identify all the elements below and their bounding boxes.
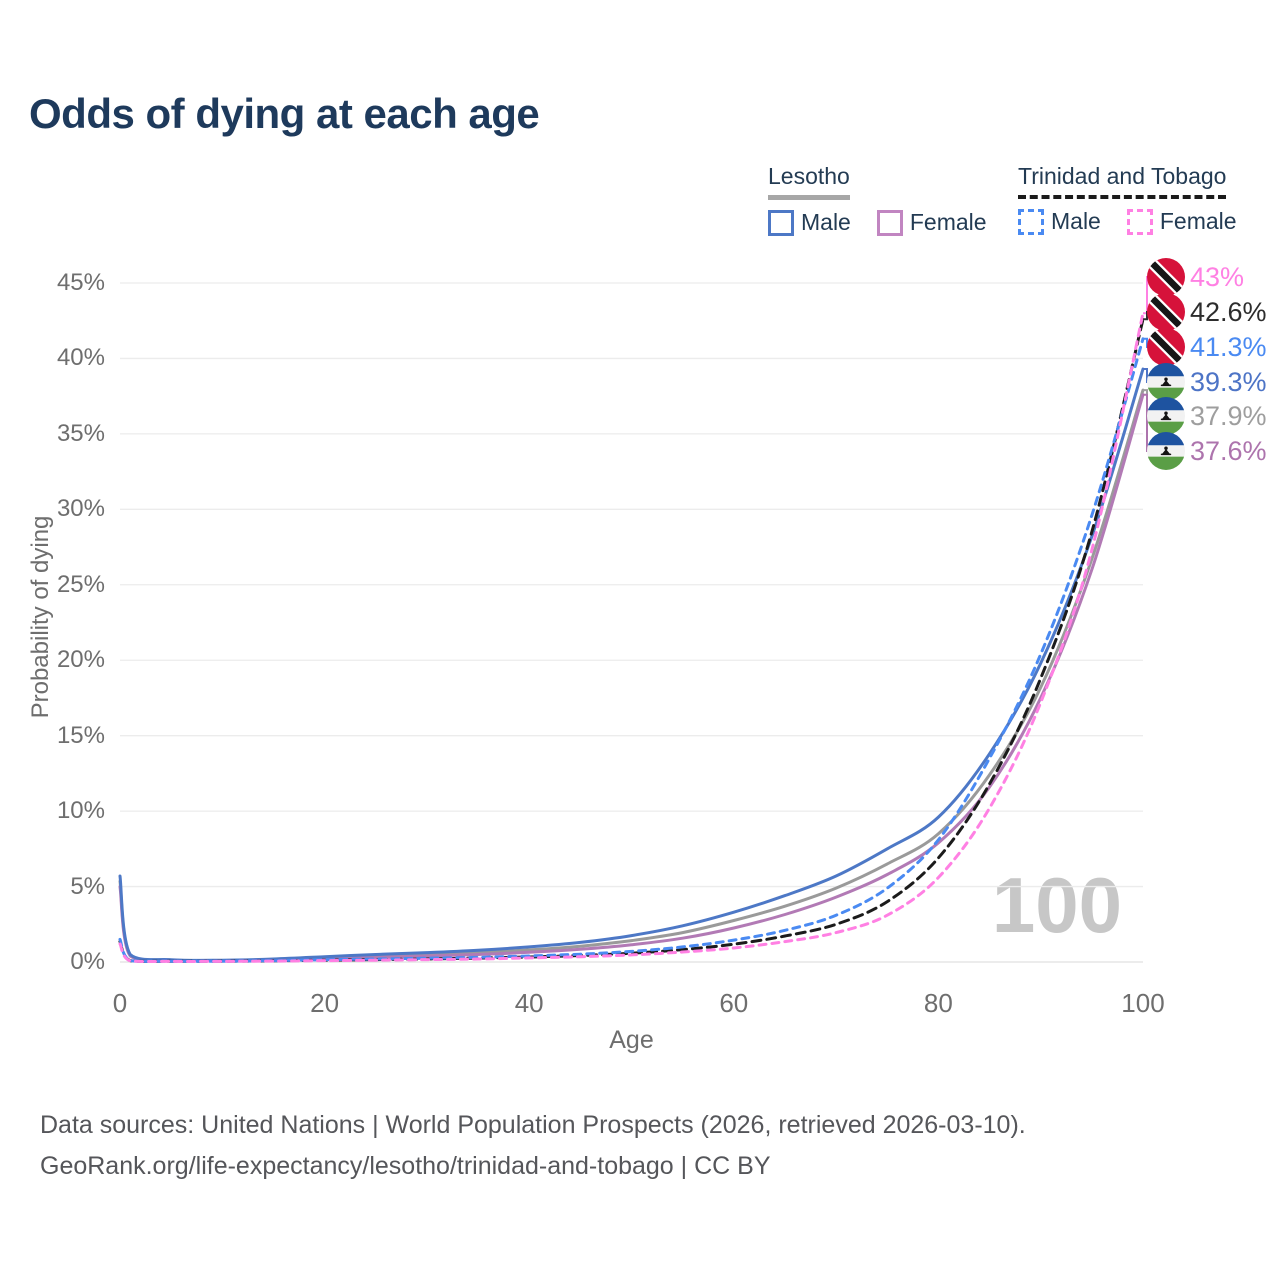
- y-tick-label: 30%: [56, 495, 105, 523]
- y-tick-label: 25%: [56, 570, 105, 598]
- x-tick-label: 40: [514, 988, 544, 1018]
- end-label-row: 41.3%: [1147, 328, 1267, 366]
- end-label-value: 37.6%: [1190, 435, 1267, 466]
- trinidad-female-swatch-icon: [1126, 208, 1153, 235]
- end-label-value: 37.9%: [1190, 400, 1267, 431]
- lesotho-flag-icon: [1147, 397, 1185, 435]
- footer-line-link: GeoRank.org/life-expectancy/lesotho/trin…: [40, 1152, 771, 1180]
- footer-line-sources: Data sources: United Nations | World Pop…: [40, 1111, 1026, 1139]
- trinidad-male-swatch-icon: [1018, 208, 1044, 235]
- line-lesotho-average: [118, 388, 1145, 963]
- y-tick-label: 35%: [56, 419, 105, 447]
- y-tick-label: 20%: [56, 646, 105, 674]
- y-tick-label: 40%: [56, 344, 105, 372]
- end-label-value: 41.3%: [1190, 331, 1267, 362]
- legend-group-lesotho: Lesotho Male Female: [768, 163, 987, 236]
- lesotho-female-swatch-icon: [876, 209, 903, 236]
- y-tick-label: 0%: [70, 948, 105, 975]
- legend-group-title: Lesotho: [768, 163, 850, 200]
- y-tick-label: 10%: [56, 797, 105, 825]
- x-tick-label: 60: [719, 988, 749, 1018]
- legend-item-trinidad-female: Female: [1126, 208, 1237, 235]
- legend-item-lesotho-female: Female: [876, 209, 987, 236]
- x-axis-title: Age: [609, 1026, 654, 1054]
- x-tick-label: 0: [112, 988, 128, 1018]
- line-lesotho-male: [118, 367, 1145, 962]
- legend-item-lesotho-male: Male: [768, 209, 851, 236]
- y-tick-label: 45%: [56, 269, 105, 296]
- end-label-row: 37.6%: [1147, 432, 1267, 470]
- end-label-value: 43%: [1190, 261, 1245, 292]
- line-trinidad-and-tobago-female: [118, 311, 1145, 964]
- end-label-value: 39.3%: [1190, 366, 1267, 397]
- gridlines: [120, 282, 1143, 963]
- end-label-row: 42.6%: [1147, 293, 1267, 331]
- legend-group-trinidad-and-tobago: Trinidad and Tobago Male Female: [1018, 163, 1237, 235]
- trinidad-and-tobago-flag-icon: [1147, 328, 1185, 366]
- end-label-value: 42.6%: [1190, 296, 1267, 327]
- y-tick-label: 15%: [56, 721, 105, 749]
- data-source-footer: Data sources: United Nations | World Pop…: [40, 1105, 1026, 1187]
- age-watermark: 100: [991, 861, 1122, 949]
- legend-group-title: Trinidad and Tobago: [1018, 163, 1227, 199]
- lesotho-flag-icon: [1147, 363, 1185, 401]
- trinidad-and-tobago-flag-icon: [1147, 293, 1185, 331]
- series-lines: [118, 311, 1145, 964]
- end-label-row: 39.3%: [1147, 363, 1267, 401]
- end-label-row: 37.9%: [1147, 397, 1267, 435]
- x-tick-label: 80: [923, 988, 953, 1018]
- line-lesotho-female: [118, 393, 1145, 963]
- line-trinidad-and-tobago-male: [118, 337, 1145, 963]
- page-title: Odds of dying at each age: [29, 90, 540, 137]
- trinidad-and-tobago-flag-icon: [1147, 258, 1185, 296]
- lesotho-flag-icon: [1147, 432, 1185, 470]
- legend-item-trinidad-male: Male: [1018, 208, 1101, 235]
- end-label-row: 43%: [1147, 258, 1244, 296]
- x-tick-label: 100: [1121, 988, 1165, 1018]
- lesotho-male-swatch-icon: [768, 209, 794, 236]
- y-tick-label: 5%: [70, 872, 105, 900]
- x-tick-label: 20: [310, 988, 340, 1018]
- line-trinidad-and-tobago-average: [118, 317, 1145, 963]
